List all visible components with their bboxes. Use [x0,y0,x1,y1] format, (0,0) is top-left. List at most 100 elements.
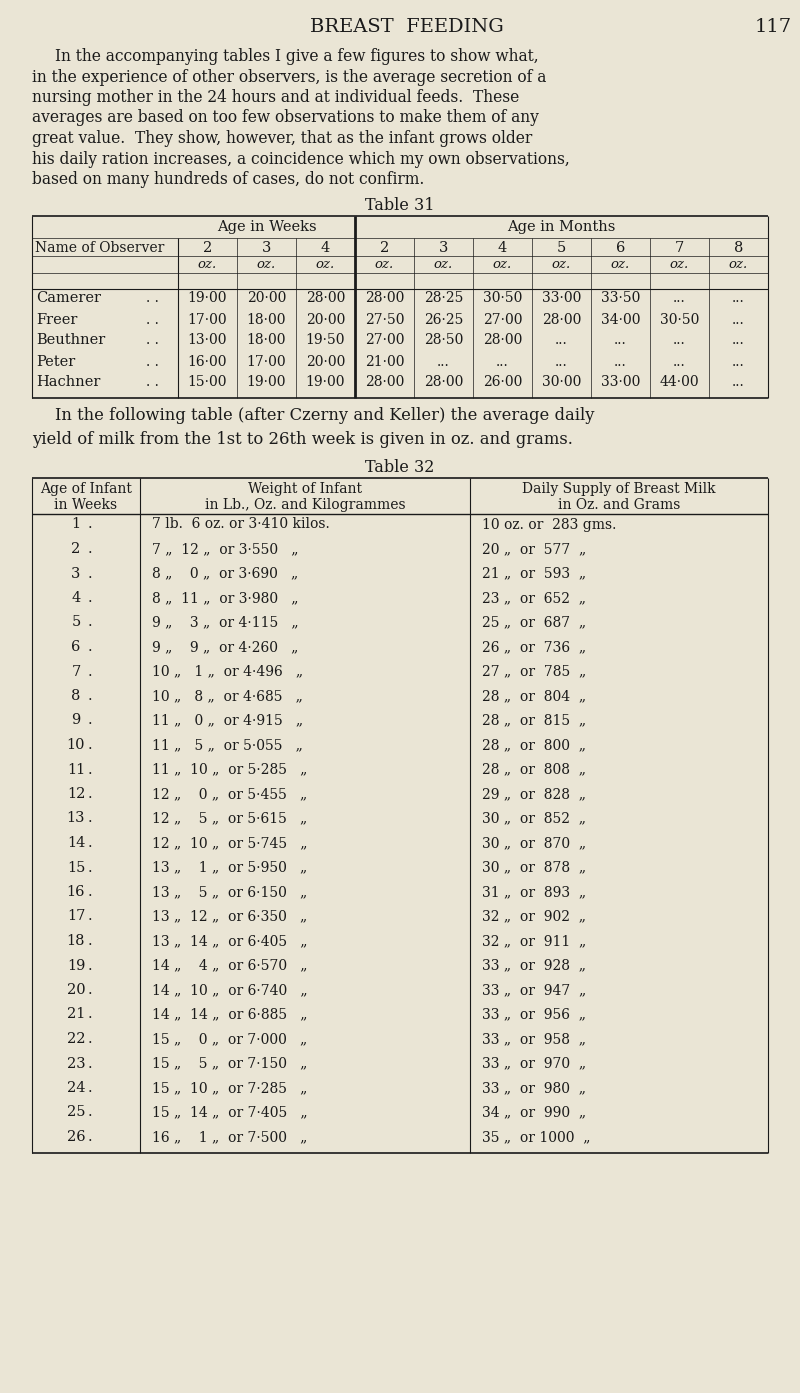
Text: 15 „    5 „  or 7·150   „: 15 „ 5 „ or 7·150 „ [152,1056,307,1070]
Text: 10 „   1 „  or 4·496   „: 10 „ 1 „ or 4·496 „ [152,664,303,678]
Text: 4: 4 [498,241,507,255]
Text: 19·00: 19·00 [188,291,227,305]
Text: 5: 5 [71,616,81,630]
Text: 13: 13 [66,812,86,826]
Text: 15 „    0 „  or 7·000   „: 15 „ 0 „ or 7·000 „ [152,1032,307,1046]
Text: Hachner: Hachner [36,376,100,390]
Text: 34·00: 34·00 [601,312,640,326]
Text: averages are based on too few observations to make them of any: averages are based on too few observatio… [32,110,539,127]
Text: 33·00: 33·00 [601,376,640,390]
Text: .: . [88,639,93,653]
Text: ...: ... [732,291,745,305]
Text: 2: 2 [203,241,212,255]
Text: 28·00: 28·00 [483,333,522,347]
Text: .: . [88,958,93,972]
Text: .: . [88,885,93,898]
Text: 28·50: 28·50 [424,333,463,347]
Text: ...: ... [496,354,509,369]
Text: 19·00: 19·00 [306,376,346,390]
Text: 23: 23 [66,1056,86,1070]
Text: oz.: oz. [611,258,630,270]
Text: 30·50: 30·50 [660,312,699,326]
Text: 15: 15 [67,861,85,875]
Text: oz.: oz. [316,258,335,270]
Text: 2: 2 [380,241,389,255]
Text: .: . [88,664,93,678]
Text: .: . [88,542,93,556]
Text: 5: 5 [557,241,566,255]
Text: 11 „   0 „  or 4·915   „: 11 „ 0 „ or 4·915 „ [152,713,303,727]
Text: 19·00: 19·00 [246,376,286,390]
Text: .: . [88,1032,93,1046]
Text: 3: 3 [262,241,271,255]
Text: .: . [88,787,93,801]
Text: 6: 6 [616,241,625,255]
Text: Name of Observer: Name of Observer [35,241,164,255]
Text: Beuthner: Beuthner [36,333,106,347]
Text: 27·00: 27·00 [482,312,522,326]
Text: 21: 21 [67,1007,85,1021]
Text: Camerer: Camerer [36,291,101,305]
Text: 30·00: 30·00 [542,376,581,390]
Text: .: . [88,616,93,630]
Text: .: . [88,1081,93,1095]
Text: 31 „  or  893  „: 31 „ or 893 „ [482,885,586,898]
Text: 21·00: 21·00 [365,354,404,369]
Text: .: . [88,812,93,826]
Text: 15 „  10 „  or 7·285   „: 15 „ 10 „ or 7·285 „ [152,1081,307,1095]
Text: 8: 8 [71,690,81,703]
Text: .: . [88,567,93,581]
Text: . .: . . [146,376,159,390]
Text: ...: ... [437,354,450,369]
Text: 9 „    9 „  or 4·260   „: 9 „ 9 „ or 4·260 „ [152,639,298,653]
Text: 30 „  or  852  „: 30 „ or 852 „ [482,812,586,826]
Text: 27·50: 27·50 [365,312,404,326]
Text: his daily ration increases, a coincidence which my own observations,: his daily ration increases, a coincidenc… [32,150,570,167]
Text: In the following table (after Czerny and Keller) the average daily: In the following table (after Czerny and… [55,408,594,425]
Text: 30 „  or  878  „: 30 „ or 878 „ [482,861,586,875]
Text: .: . [88,1007,93,1021]
Text: 44·00: 44·00 [660,376,699,390]
Text: Age of Infant
in Weeks: Age of Infant in Weeks [40,482,132,511]
Text: 16 „    1 „  or 7·500   „: 16 „ 1 „ or 7·500 „ [152,1130,307,1144]
Text: 2: 2 [71,542,81,556]
Text: 13 „    5 „  or 6·150   „: 13 „ 5 „ or 6·150 „ [152,885,307,898]
Text: Table 32: Table 32 [366,460,434,476]
Text: oz.: oz. [670,258,689,270]
Text: 7 „  12 „  or 3·550   „: 7 „ 12 „ or 3·550 „ [152,542,298,556]
Text: based on many hundreds of cases, do not confirm.: based on many hundreds of cases, do not … [32,171,424,188]
Text: 33 „  or  970  „: 33 „ or 970 „ [482,1056,586,1070]
Text: oz.: oz. [552,258,571,270]
Text: .: . [88,690,93,703]
Text: 32 „  or  911  „: 32 „ or 911 „ [482,933,586,949]
Text: 13 „  12 „  or 6·350   „: 13 „ 12 „ or 6·350 „ [152,910,307,924]
Text: 10 oz. or  283 gms.: 10 oz. or 283 gms. [482,518,616,532]
Text: ...: ... [732,376,745,390]
Text: 28 „  or  808  „: 28 „ or 808 „ [482,762,586,776]
Text: 17·00: 17·00 [188,312,227,326]
Text: 26·25: 26·25 [424,312,463,326]
Text: 28·00: 28·00 [365,376,404,390]
Text: 28·00: 28·00 [306,291,345,305]
Text: Age in Months: Age in Months [507,220,616,234]
Text: 25: 25 [66,1106,86,1120]
Text: 7: 7 [71,664,81,678]
Text: 32 „  or  902  „: 32 „ or 902 „ [482,910,586,924]
Text: ...: ... [673,333,686,347]
Text: Freer: Freer [36,312,78,326]
Text: 20·00: 20·00 [247,291,286,305]
Text: Daily Supply of Breast Milk
in Oz. and Grams: Daily Supply of Breast Milk in Oz. and G… [522,482,716,511]
Text: 18·00: 18·00 [246,312,286,326]
Text: 12 „    0 „  or 5·455   „: 12 „ 0 „ or 5·455 „ [152,787,307,801]
Text: 21 „  or  593  „: 21 „ or 593 „ [482,567,586,581]
Text: .: . [88,836,93,850]
Text: 117: 117 [755,18,792,36]
Text: 26: 26 [66,1130,86,1144]
Text: 23 „  or  652  „: 23 „ or 652 „ [482,591,586,605]
Text: 19: 19 [67,958,85,972]
Text: 28·00: 28·00 [542,312,581,326]
Text: . .: . . [146,333,159,347]
Text: 28 „  or  800  „: 28 „ or 800 „ [482,738,586,752]
Text: . .: . . [146,312,159,326]
Text: oz.: oz. [198,258,217,270]
